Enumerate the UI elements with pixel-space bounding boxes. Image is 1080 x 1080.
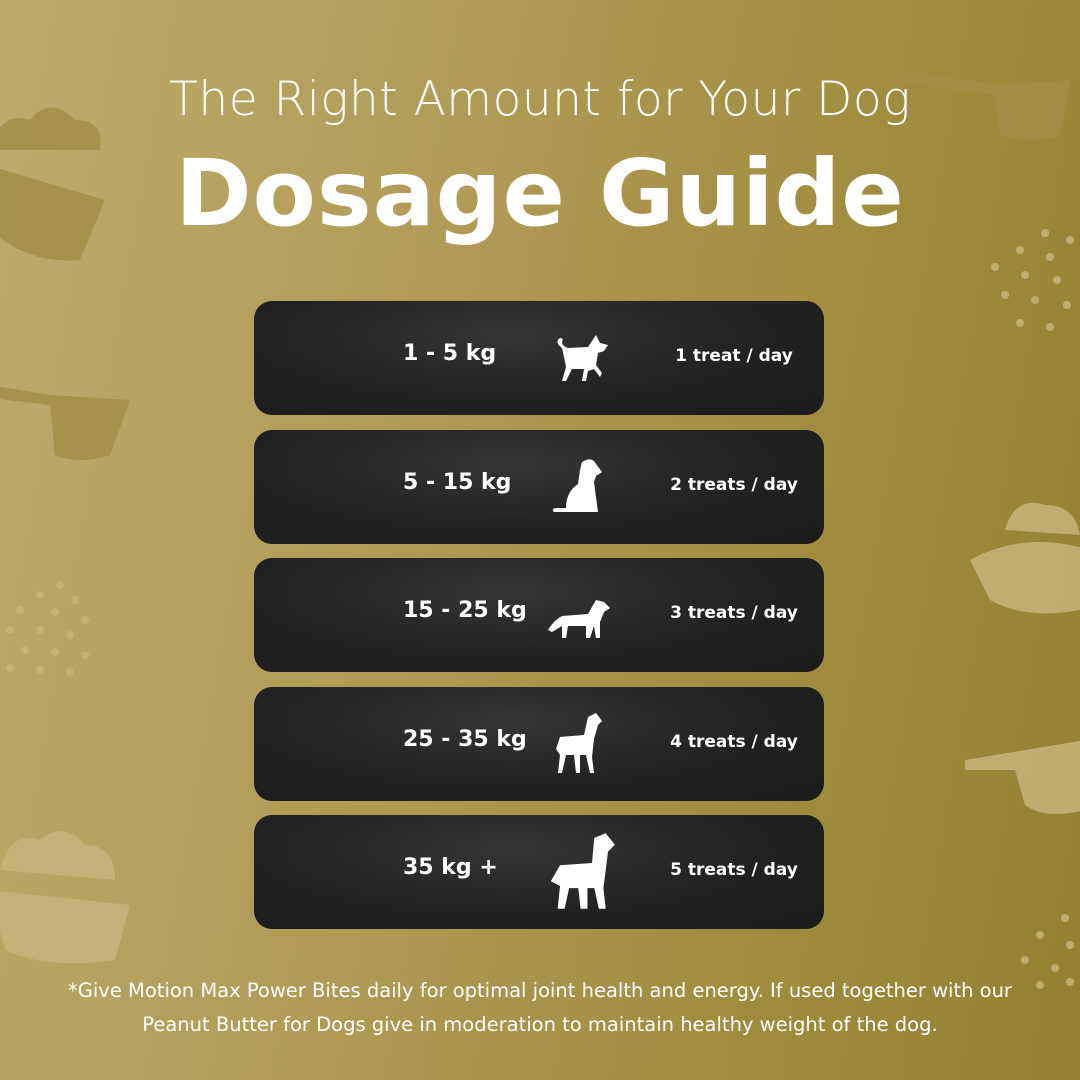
medium-dog-standing-icon — [548, 600, 610, 638]
dots-pattern-icon — [991, 229, 1074, 331]
weight-range: 5 - 15 kg — [403, 470, 512, 495]
giant-dog-standing-icon — [550, 833, 615, 909]
dosage-row: 25 - 35 kg 4 treats / day — [254, 687, 824, 801]
weight-range: 35 kg + — [403, 855, 498, 880]
dosage-row: 15 - 25 kg 3 treats / day — [254, 558, 824, 672]
dosage-row: 5 - 15 kg 2 treats / day — [254, 430, 824, 544]
dots-pattern-icon — [6, 581, 89, 676]
food-bowl-icon — [970, 502, 1080, 614]
weight-range: 1 - 5 kg — [403, 341, 497, 366]
subtitle: The Right Amount for Your Dog — [169, 72, 911, 127]
food-bowl-icon — [0, 107, 105, 261]
scoop-icon — [900, 70, 1070, 140]
page-title: Dosage Guide — [175, 140, 905, 247]
sitting-dog-icon — [552, 459, 602, 512]
weight-range: 25 - 35 kg — [403, 727, 527, 752]
weight-range: 15 - 25 kg — [403, 598, 527, 623]
food-bowl-icon — [0, 831, 130, 964]
dose-amount: 3 treats / day — [670, 603, 798, 623]
scoop-icon — [965, 740, 1080, 814]
dosage-row: 35 kg + 5 treats / day — [254, 815, 824, 929]
dose-amount: 5 treats / day — [670, 860, 798, 880]
footnote: *Give Motion Max Power Bites daily for o… — [68, 979, 1012, 1036]
dots-pattern-icon — [1021, 914, 1074, 989]
dose-amount: 2 treats / day — [670, 475, 798, 495]
dose-amount: 4 treats / day — [670, 732, 798, 752]
dosage-row: 1 - 5 kg 1 treat / day — [254, 301, 824, 415]
dose-amount: 1 treat / day — [675, 346, 793, 366]
small-dog-walking-icon — [557, 335, 608, 381]
large-dog-standing-icon — [556, 713, 602, 773]
scoop-icon — [0, 386, 130, 460]
